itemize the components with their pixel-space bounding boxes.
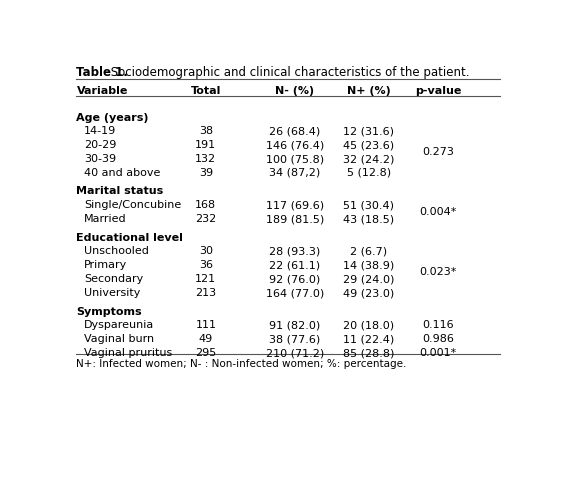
- Text: 22 (61.1): 22 (61.1): [269, 260, 320, 270]
- Text: 29 (24.0): 29 (24.0): [343, 274, 395, 284]
- Text: 0.004*: 0.004*: [420, 207, 457, 217]
- Text: N+ (%): N+ (%): [347, 86, 391, 95]
- Text: 14-19: 14-19: [84, 126, 116, 136]
- Text: 92 (76.0): 92 (76.0): [269, 274, 321, 284]
- Text: 295: 295: [195, 348, 216, 358]
- Text: 0.001*: 0.001*: [420, 348, 457, 358]
- Text: Age (years): Age (years): [76, 112, 149, 122]
- Text: 12 (31.6): 12 (31.6): [343, 126, 394, 136]
- Text: 38: 38: [199, 126, 213, 136]
- Text: 30-39: 30-39: [84, 154, 116, 164]
- Text: 168: 168: [196, 201, 216, 210]
- Text: 117 (69.6): 117 (69.6): [266, 201, 324, 210]
- Text: Table 1.: Table 1.: [76, 66, 128, 79]
- Text: 34 (87,2): 34 (87,2): [269, 168, 321, 178]
- Text: Vaginal pruritus: Vaginal pruritus: [84, 348, 173, 358]
- Text: Vaginal burn: Vaginal burn: [84, 335, 155, 344]
- Text: 51 (30.4): 51 (30.4): [343, 201, 394, 210]
- Text: Married: Married: [84, 214, 127, 224]
- Text: Sociodemographic and clinical characteristics of the patient.: Sociodemographic and clinical characteri…: [107, 66, 470, 79]
- Text: 14 (38.9): 14 (38.9): [343, 260, 395, 270]
- Text: Total: Total: [191, 86, 221, 95]
- Text: 11 (22.4): 11 (22.4): [343, 335, 395, 344]
- Text: 45 (23.6): 45 (23.6): [343, 140, 394, 150]
- Text: 28 (93.3): 28 (93.3): [269, 246, 321, 256]
- Text: Variable: Variable: [76, 86, 128, 95]
- Text: 210 (71.2): 210 (71.2): [266, 348, 324, 358]
- Text: 32 (24.2): 32 (24.2): [343, 154, 395, 164]
- Text: 132: 132: [196, 154, 216, 164]
- Text: Symptoms: Symptoms: [76, 307, 142, 317]
- Text: Dyspareunia: Dyspareunia: [84, 321, 155, 330]
- Text: 146 (76.4): 146 (76.4): [266, 140, 324, 150]
- Text: N+: Infected women; N- : Non-infected women; %: percentage.: N+: Infected women; N- : Non-infected wo…: [76, 359, 407, 369]
- Text: 39: 39: [199, 168, 213, 178]
- Text: 2 (6.7): 2 (6.7): [350, 246, 387, 256]
- Text: 85 (28.8): 85 (28.8): [343, 348, 395, 358]
- Text: University: University: [84, 288, 140, 298]
- Text: Marital status: Marital status: [76, 187, 164, 197]
- Text: 38 (77.6): 38 (77.6): [269, 335, 321, 344]
- Text: 189 (81.5): 189 (81.5): [266, 214, 324, 224]
- Text: 40 and above: 40 and above: [84, 168, 161, 178]
- Text: 0.273: 0.273: [423, 147, 454, 157]
- Text: 0.116: 0.116: [423, 321, 454, 330]
- Text: 20-29: 20-29: [84, 140, 116, 150]
- Text: p-value: p-value: [415, 86, 461, 95]
- Text: 30: 30: [199, 246, 213, 256]
- Text: 49 (23.0): 49 (23.0): [343, 288, 395, 298]
- Text: 5 (12.8): 5 (12.8): [347, 168, 391, 178]
- Text: 26 (68.4): 26 (68.4): [269, 126, 321, 136]
- Text: 20 (18.0): 20 (18.0): [343, 321, 394, 330]
- Text: 191: 191: [196, 140, 216, 150]
- Text: Educational level: Educational level: [76, 233, 183, 242]
- Text: 36: 36: [199, 260, 213, 270]
- Text: 100 (75.8): 100 (75.8): [266, 154, 324, 164]
- Text: 49: 49: [199, 335, 213, 344]
- Text: 0.023*: 0.023*: [420, 268, 457, 277]
- Text: 43 (18.5): 43 (18.5): [343, 214, 394, 224]
- Text: 91 (82.0): 91 (82.0): [269, 321, 321, 330]
- Text: N- (%): N- (%): [275, 86, 315, 95]
- Text: 111: 111: [196, 321, 216, 330]
- Text: 213: 213: [196, 288, 216, 298]
- Text: Unschooled: Unschooled: [84, 246, 149, 256]
- Text: Single/Concubine: Single/Concubine: [84, 201, 182, 210]
- Text: Primary: Primary: [84, 260, 128, 270]
- Text: 232: 232: [195, 214, 216, 224]
- Text: 164 (77.0): 164 (77.0): [266, 288, 324, 298]
- Text: 0.986: 0.986: [423, 335, 454, 344]
- Text: Secondary: Secondary: [84, 274, 143, 284]
- Text: 121: 121: [196, 274, 216, 284]
